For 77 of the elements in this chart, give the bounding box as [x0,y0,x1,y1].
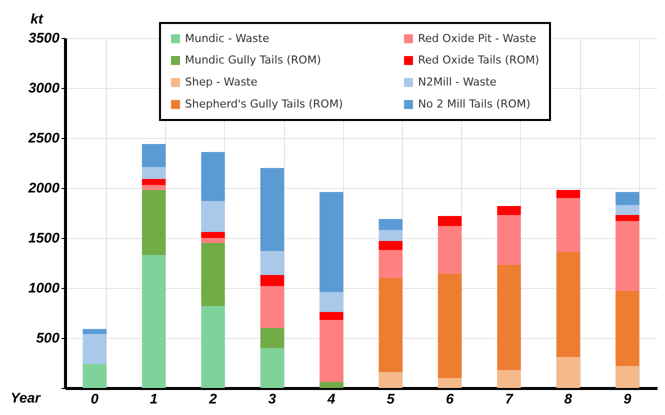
legend-label: Mundic - Waste [185,32,270,45]
bar [556,357,580,388]
bar [556,190,580,198]
bar [82,364,106,388]
bar [438,216,462,226]
bar [320,320,344,382]
bar [320,292,344,312]
bar [201,232,225,238]
legend-label: N2Mill - Waste [418,76,497,88]
bar [320,192,344,292]
bar [616,221,640,291]
bar [142,144,166,167]
bar [201,201,225,232]
x-axis-title: Year [10,390,42,406]
legend-label: Shepherd's Gully Tails (ROM) [185,98,343,110]
bar [260,251,284,275]
y-tick-label: 3500 [28,30,60,46]
y-tick-label: 2500 [27,130,60,146]
bar [201,238,225,243]
bar [320,312,344,320]
bar [82,329,106,334]
x-tick-label: 9 [624,390,632,406]
bar [320,382,344,388]
bar [556,252,580,357]
y-tick-label: 1000 [28,280,60,296]
x-tick-label: 3 [268,390,276,406]
y-tick-label: 500 [36,330,60,346]
bar [616,366,640,388]
y-tick-label: 2000 [27,180,60,196]
x-tick-label: 4 [326,390,336,406]
bar [497,265,521,370]
bar [142,255,166,388]
bar [201,306,225,388]
x-tick-label: 0 [90,390,99,406]
bar [497,370,521,388]
bar [438,274,462,378]
legend-label: No 2 Mill Tails (ROM) [418,98,530,110]
bar [142,185,166,190]
bar [142,179,166,185]
bar [378,241,402,250]
x-tick-label: 6 [446,390,454,406]
x-tick-label: 7 [505,390,514,406]
x-tick-label: 8 [564,390,572,406]
bar [378,250,402,278]
bar [260,286,284,328]
legend-label: Mundic Gully Tails (ROM) [185,54,321,66]
bar [378,230,402,241]
bar [142,167,166,179]
bar [142,190,166,255]
bar [378,278,402,372]
y-tick-label: 3000 [28,80,60,96]
bar [616,192,640,205]
bar [201,152,225,201]
bar [616,291,640,366]
x-tick-label: 5 [386,390,395,406]
bar [616,205,640,215]
bar [438,378,462,388]
y-axis-title: kt [30,10,44,26]
x-tick-label: 2 [208,390,218,406]
bar [260,275,284,286]
bar [260,348,284,388]
bar [378,372,402,388]
bar [616,215,640,221]
legend-label: Red Oxide Pit - Waste [418,32,537,45]
legend-label: Shep - Waste [185,76,258,88]
legend-label: Red Oxide Tails (ROM) [418,54,540,66]
y-tick-label: 1500 [28,230,60,246]
bar [82,334,106,364]
bar [260,168,284,251]
bar [497,215,521,265]
bar [556,198,580,252]
bar [378,219,402,230]
bar [497,206,521,215]
x-tick-label: 1 [150,390,158,406]
bar [260,328,284,348]
bar [438,226,462,274]
bar [201,243,225,306]
